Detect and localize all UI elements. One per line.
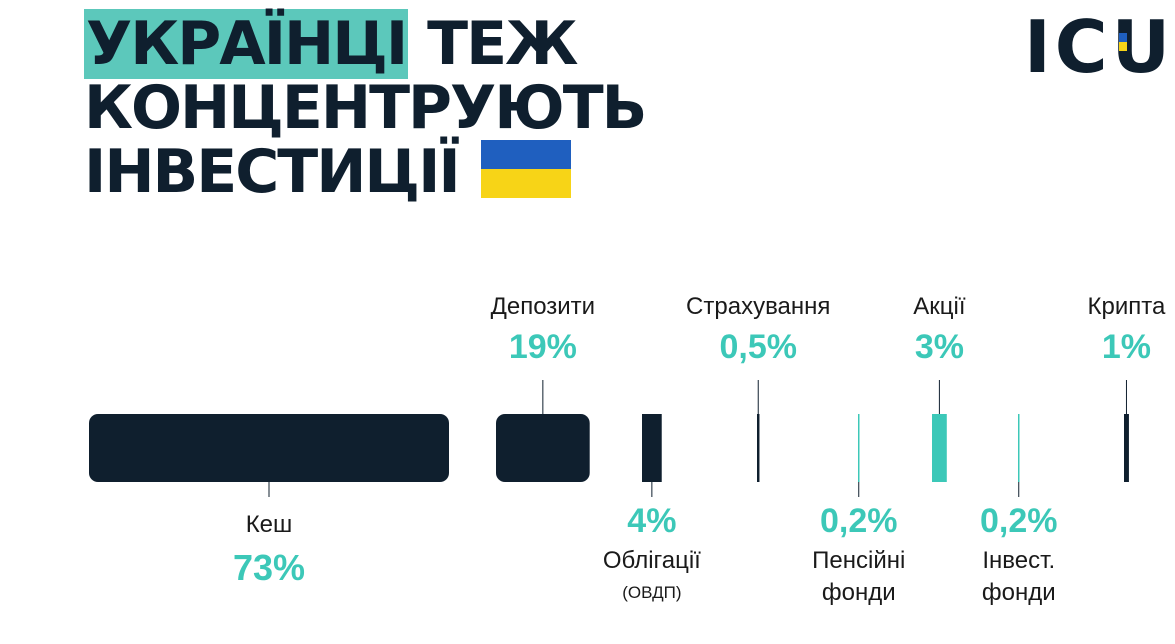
category-label: Облігації (603, 547, 701, 574)
bar-6 (932, 414, 947, 482)
title-word: ТЕЖ (427, 9, 578, 79)
category-label: Крипта (1088, 293, 1166, 320)
value-label: 73% (233, 547, 305, 588)
category-sublabel: фонди (982, 579, 1056, 606)
title-line-3: ІНВЕСТИЦІЇ (84, 137, 461, 207)
icu-logo: ICU (1024, 5, 1175, 89)
bar-4 (757, 414, 760, 482)
category-label: Страхування (686, 293, 830, 320)
category-label: Акції (913, 293, 966, 320)
value-label: 1% (1102, 328, 1151, 366)
ukraine-flag-icon (480, 140, 571, 198)
title-highlight: УКРАЇНЦІ (84, 9, 408, 79)
value-label: 3% (915, 328, 964, 366)
value-label: 0,5% (719, 328, 797, 366)
category-label: Пенсійні (812, 547, 905, 574)
bar-8 (1124, 414, 1129, 482)
value-label: 4% (627, 502, 676, 540)
category-sublabel: фонди (822, 579, 896, 606)
bar-1 (89, 414, 449, 482)
category-label: Інвест. (982, 547, 1055, 574)
value-label: 0,2% (980, 502, 1058, 540)
category-label: Кеш (246, 511, 293, 538)
bar-5 (858, 414, 860, 482)
page-title: УКРАЇНЦІ ТЕЖ КОНЦЕНТРУЮТЬ ІНВЕСТИЦІЇ (84, 9, 647, 207)
bar-3 (642, 414, 662, 482)
bar-7 (1018, 414, 1020, 482)
category-label: Депозити (491, 293, 595, 320)
value-label: 19% (509, 328, 577, 366)
logo-flag-icon (1119, 33, 1127, 51)
value-label: 0,2% (820, 502, 898, 540)
title-line-2: КОНЦЕНТРУЮТЬ (84, 73, 647, 143)
category-sublabel: (ОВДП) (622, 583, 681, 602)
bar-2 (496, 414, 590, 482)
